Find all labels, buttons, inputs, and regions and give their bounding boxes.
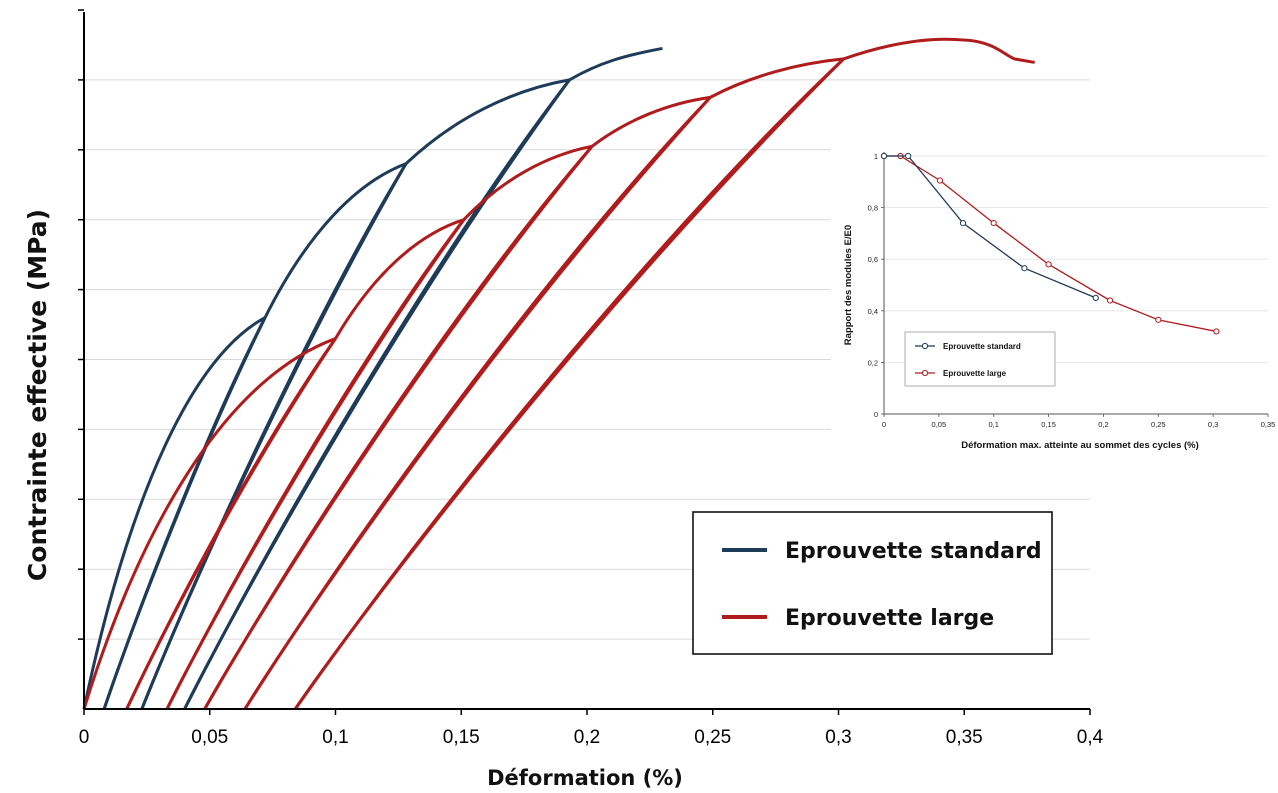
inset-x-tick-label: 0,3 <box>1208 420 1218 429</box>
reloading-segment <box>125 337 337 710</box>
envelope-segment <box>591 95 711 148</box>
envelope-segment <box>82 316 266 710</box>
inset-y-tick-label: 0 <box>874 410 878 419</box>
inset-data-point <box>1106 297 1114 304</box>
inset-x-tick-label: 0,35 <box>1261 420 1276 429</box>
reloading-segment <box>102 316 267 710</box>
inset-data-point <box>1092 294 1099 301</box>
main-curves <box>82 37 1035 710</box>
inset-data-point <box>990 219 997 227</box>
main-legend: Eprouvette standard Eprouvette large <box>692 511 1053 655</box>
inset-y-tick-label: 1 <box>874 152 878 161</box>
inset-data-point <box>1021 265 1028 272</box>
inset-legend: Eprouvette standard Eprouvette large <box>904 331 1056 387</box>
envelope-segment <box>334 218 465 340</box>
main-x-tick-label: 0,1 <box>322 727 348 748</box>
inset-data-point <box>936 177 944 184</box>
inset-background <box>831 125 1278 457</box>
envelope-segment <box>82 337 337 710</box>
reloading-segment <box>183 78 571 710</box>
envelope-segment <box>404 78 570 165</box>
reloading-segment <box>294 57 845 710</box>
inset-data-point <box>1045 261 1052 268</box>
inset-legend-label-standard: Eprouvette standard <box>943 342 1021 351</box>
reloading-segment <box>203 145 594 710</box>
final-branch <box>568 46 663 82</box>
final-branch <box>843 37 1035 64</box>
main-x-axis-title: Déformation (%) <box>487 766 683 790</box>
inset-legend-label-large: Eprouvette large <box>943 369 1007 378</box>
inset-x-tick-label: 0,1 <box>988 420 998 429</box>
reloading-segment <box>243 96 712 710</box>
legend-label-standard: Eprouvette standard <box>785 539 1042 564</box>
inset-y-tick-label: 0,2 <box>868 358 878 367</box>
inset-data-point <box>1155 316 1162 323</box>
main-x-tick-label: 0,4 <box>1077 727 1104 748</box>
legend-label-large: Eprouvette large <box>785 606 994 631</box>
inset-y-tick-label: 0,8 <box>868 204 878 213</box>
inset-data-point <box>959 219 967 227</box>
inset-y-axis-title: Rapport des modules E/E0 <box>843 225 854 345</box>
main-x-tick-label: 0,15 <box>443 727 480 748</box>
unloading-segment <box>183 79 571 710</box>
inset-legend-marker-standard <box>921 342 929 350</box>
main-grid <box>84 79 1090 640</box>
envelope-segment <box>263 162 407 319</box>
main-x-tick-label: 0 <box>79 727 90 748</box>
main-x-tick-label: 0,05 <box>191 727 228 748</box>
main-legend-box <box>692 511 1053 655</box>
inset-legend-marker-large <box>921 369 929 377</box>
inset-data-point <box>1213 328 1220 335</box>
inset-x-tick-label: 0,15 <box>1041 420 1056 429</box>
main-x-tick-label: 0,3 <box>825 727 851 748</box>
inset-y-tick-label: 0,6 <box>868 255 878 264</box>
main-x-tick-label: 0,25 <box>694 727 731 748</box>
inset-y-tick-label: 0,4 <box>868 307 878 316</box>
inset-series <box>880 152 1220 335</box>
main-y-axis-title: Contrainte effective (MPa) <box>23 209 52 581</box>
main-axes <box>78 9 1091 715</box>
inset-legend-box <box>904 331 1056 387</box>
envelope-segment <box>709 57 844 99</box>
main-x-tick-label: 0,35 <box>946 727 983 748</box>
inset-tick-labels: 0 0,05 0,1 0,15 0,2 0,25 0,3 0,35 0 0,2 0,4 0,6 0,8 1 <box>868 152 1276 429</box>
inset-x-tick-label: 0 <box>882 420 886 429</box>
unloading-segment <box>243 96 712 710</box>
inset-series-line <box>884 155 1217 333</box>
inset-chart: 0 0,05 0,1 0,15 0,2 0,25 0,3 0,35 0 0,2 0,4 0,6 0,8 1… <box>831 125 1278 457</box>
inset-data-point <box>880 152 888 160</box>
inset-x-tick-label: 0,25 <box>1151 420 1166 429</box>
inset-data-point <box>905 152 912 160</box>
main-x-tick-label: 0,2 <box>574 727 600 748</box>
envelope-segment <box>462 144 593 221</box>
unloading-segment <box>203 145 594 710</box>
inset-x-tick-label: 0,05 <box>932 420 947 429</box>
inset-x-axis-title: Déformation max. atteinte au sommet des … <box>961 440 1199 451</box>
inset-x-tick-label: 0,2 <box>1098 420 1108 429</box>
reloading-segment <box>165 218 465 710</box>
main-x-tick-labels: 0 0,05 0,1 0,15 0,2 0,25 0,3 0,35 0,4 <box>79 727 1104 748</box>
unloading-segment <box>102 316 267 710</box>
reloading-segment <box>140 163 408 710</box>
unloading-segment <box>165 218 465 710</box>
inset-axes <box>881 152 1269 417</box>
